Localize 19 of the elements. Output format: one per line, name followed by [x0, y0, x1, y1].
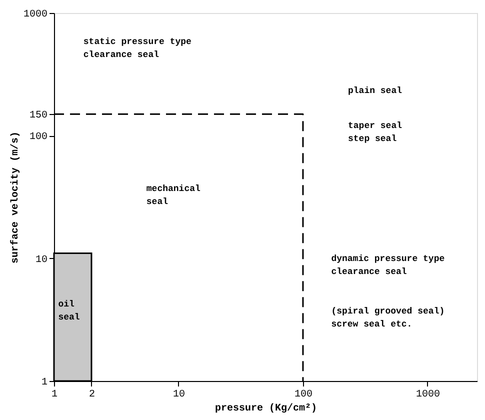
x-tick-label: 100: [294, 390, 312, 400]
annotation: (spiral grooved seal) screw seal etc.: [331, 306, 445, 330]
y-tick-label: 150: [29, 110, 48, 122]
annotation: static pressure type clearance seal: [83, 37, 192, 60]
y-tick-label: 100: [29, 132, 48, 144]
y-tick-label: 1: [41, 378, 48, 388]
x-tick-label: 2: [88, 390, 95, 400]
annotation: mechanical seal: [146, 184, 202, 207]
annotation: plain seal: [348, 86, 403, 96]
annotation: dynamic pressure type clearance seal: [331, 254, 445, 277]
y-tick-label: 10: [35, 254, 48, 266]
x-tick-label: 10: [172, 390, 185, 400]
x-tick-label: 1: [51, 390, 58, 400]
x-tick-label: 1000: [416, 390, 440, 400]
y-tick-label: 1000: [23, 10, 48, 20]
annotation: oil seal: [58, 300, 80, 322]
annotation: taper seal step seal: [348, 121, 403, 144]
y-axis-title: surface velocity (m/s): [9, 131, 22, 264]
x-axis-title: pressure (Kg/cm²): [214, 402, 318, 414]
